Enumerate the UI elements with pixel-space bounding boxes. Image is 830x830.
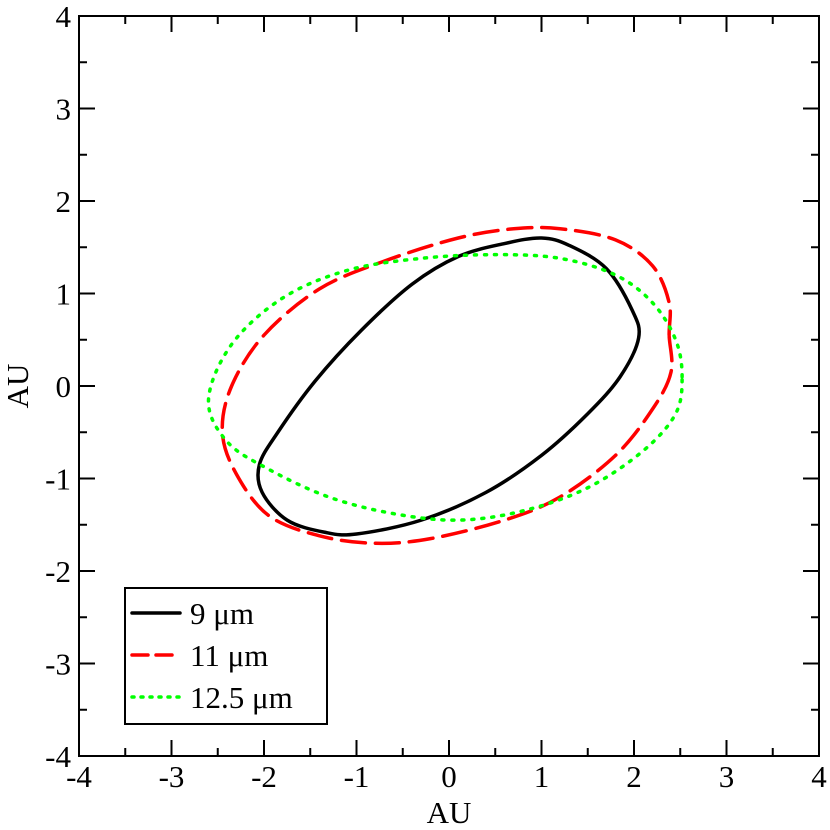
- y-tick-label: 3: [56, 92, 72, 127]
- legend: 9 μm 11 μm 12.5 μm: [124, 587, 328, 725]
- y-tick-label: -1: [45, 462, 71, 497]
- y-tick-label: -4: [45, 739, 71, 774]
- tick-labels: -4 -3 -2 -1 0 1 2 3 4 -4 -3 -2 -1 0 1 2 3 4: [45, 0, 827, 794]
- y-tick-label: 0: [56, 369, 72, 404]
- legend-12-5um-label: 12.5 μm: [190, 680, 293, 715]
- y-tick-label: 1: [56, 277, 72, 312]
- series-9um-curve: [256, 236, 641, 537]
- y-axis-title: AU: [0, 364, 35, 409]
- series-11um-curve: [220, 225, 674, 546]
- y-tick-label: 2: [56, 184, 72, 219]
- x-tick-label: 0: [441, 759, 457, 794]
- x-tick-label: 1: [534, 759, 550, 794]
- x-tick-label: -3: [159, 759, 185, 794]
- x-tick-label: -1: [344, 759, 370, 794]
- x-tick-label: 4: [811, 759, 827, 794]
- x-axis-title: AU: [427, 795, 472, 830]
- x-tick-label: 2: [626, 759, 642, 794]
- series-layer: [206, 225, 684, 546]
- y-tick-label: 4: [56, 0, 72, 34]
- y-tick-label: -2: [45, 554, 71, 589]
- legend-9um-label: 9 μm: [190, 596, 254, 631]
- legend-11um-label: 11 μm: [190, 638, 268, 673]
- ticks: [78, 15, 820, 757]
- x-tick-label: -2: [251, 759, 277, 794]
- x-tick-label: 3: [719, 759, 735, 794]
- x-tick-label: -4: [66, 759, 92, 794]
- series-12-5um-curve: [206, 252, 684, 522]
- y-tick-label: -3: [45, 647, 71, 682]
